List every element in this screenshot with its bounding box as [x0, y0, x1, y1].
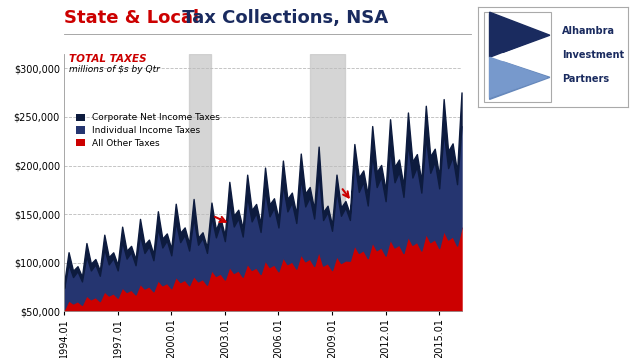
Legend: Corporate Net Income Taxes, Individual Income Taxes, All Other Taxes: Corporate Net Income Taxes, Individual I… [72, 110, 224, 151]
Text: State & Local: State & Local [64, 9, 199, 27]
Polygon shape [490, 14, 547, 57]
Bar [310, 54, 345, 311]
Text: millions of $s by Qtr: millions of $s by Qtr [69, 65, 160, 74]
Polygon shape [490, 57, 547, 97]
Text: Alhambra: Alhambra [562, 26, 615, 36]
Polygon shape [490, 12, 550, 57]
Polygon shape [490, 52, 530, 62]
Text: Investment: Investment [562, 50, 624, 60]
Polygon shape [490, 57, 550, 100]
Text: TOTAL TAXES: TOTAL TAXES [69, 54, 147, 64]
Text: Partners: Partners [562, 74, 609, 84]
Bar [189, 54, 212, 311]
FancyBboxPatch shape [483, 12, 551, 102]
Text: Tax Collections, NSA: Tax Collections, NSA [176, 9, 388, 27]
